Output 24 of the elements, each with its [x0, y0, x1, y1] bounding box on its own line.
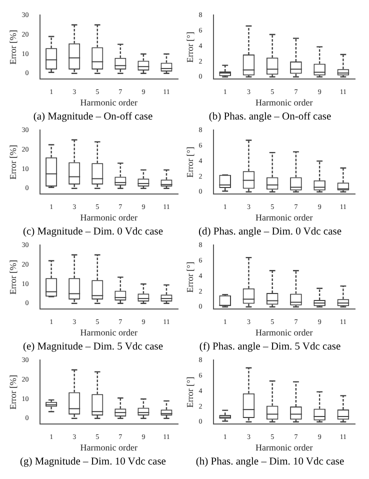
x-axis-title: Harmonic order [80, 97, 138, 108]
text: (b) Phas. angle – On-off case [208, 111, 332, 122]
text: (c) Magnitude – Dim. 0 Vdc case [22, 226, 164, 238]
x-axis-title: Harmonic order [256, 97, 313, 108]
text: (a) Magnitude – On-off case [33, 111, 154, 122]
x-axis-title: Harmonic order [256, 327, 313, 338]
y-axis-title: Error [%] [8, 260, 18, 295]
text: (g) Magnitude – Dim. 10 Vdc case [20, 456, 166, 468]
text: (e) Magnitude – Dim. 5 Vdc case [22, 341, 164, 352]
x-axis-title: Harmonic order [80, 327, 138, 338]
x-axis-title: Harmonic order [80, 212, 138, 222]
x-axis-title: Harmonic order [80, 442, 138, 452]
y-axis-title: Error [°] [184, 32, 195, 63]
y-axis-title: Error [°] [184, 376, 195, 408]
text: (f) Phas. angle – Dim. 5 Vdc case [199, 341, 341, 352]
y-axis-title: Error [°] [184, 262, 195, 293]
x-axis-title: Harmonic order [256, 212, 313, 222]
y-axis-title: Error [%] [8, 374, 18, 410]
y-axis-title: Error [%] [8, 144, 18, 180]
text: (h) Phas. angle – Dim. 10 Vdc case [196, 456, 344, 468]
y-axis-title: Error [%] [8, 30, 18, 65]
x-axis-title: Harmonic order [256, 442, 313, 452]
y-axis-title: Error [°] [184, 146, 195, 178]
text: (d) Phas. angle – Dim. 0 Vdc case [198, 226, 342, 238]
